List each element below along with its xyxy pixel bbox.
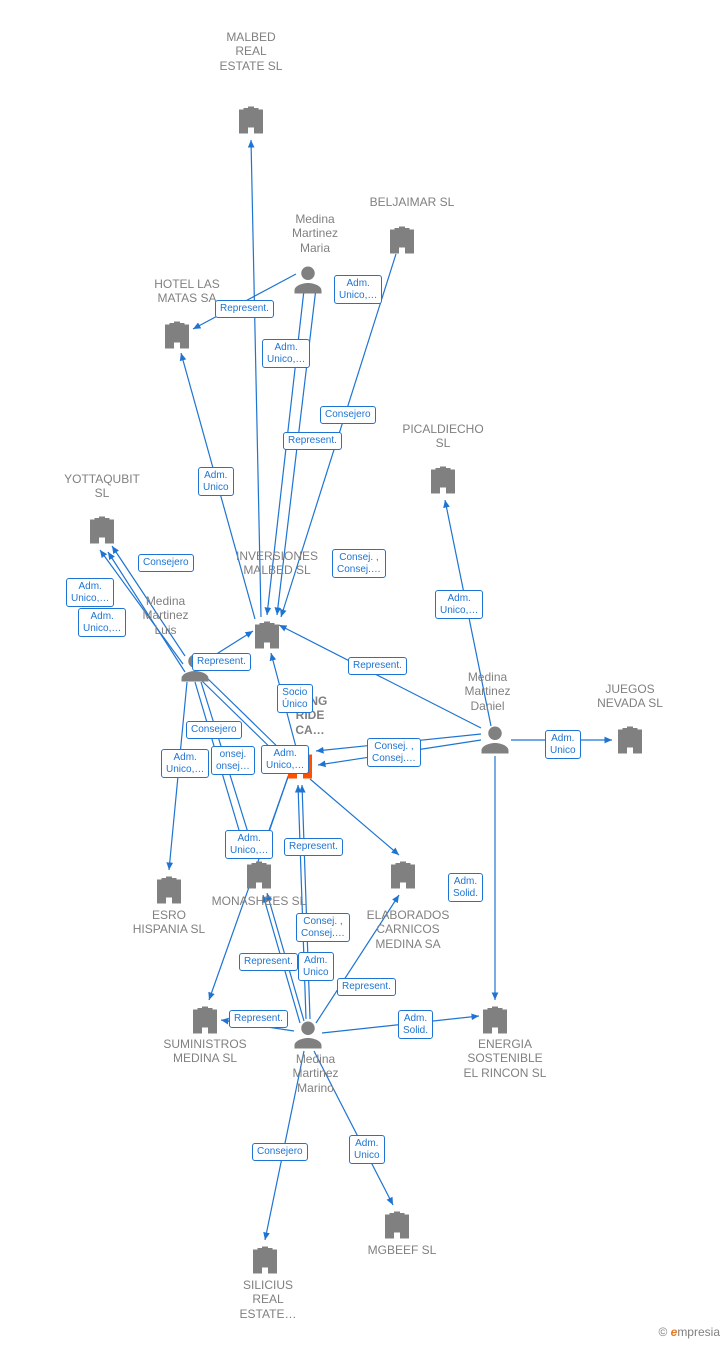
- edge: [316, 895, 399, 1023]
- brand-rest: mpresia: [677, 1325, 720, 1339]
- edge: [181, 353, 255, 619]
- edge: [277, 288, 316, 615]
- edge: [193, 274, 296, 329]
- edge: [100, 550, 183, 664]
- copyright: © empresia: [658, 1325, 720, 1339]
- edge: [279, 625, 481, 728]
- edge: [112, 546, 185, 656]
- edge: [205, 676, 286, 755]
- edge: [195, 682, 247, 857]
- edge: [207, 631, 253, 660]
- edge: [298, 785, 306, 1019]
- edge: [265, 1051, 304, 1240]
- edge: [201, 682, 255, 855]
- edge: [271, 653, 296, 747]
- edge: [316, 734, 481, 751]
- edge: [267, 290, 304, 615]
- edge: [169, 682, 187, 870]
- edge: [251, 140, 261, 617]
- edge: [267, 893, 304, 1021]
- edge: [322, 1016, 479, 1033]
- edge: [221, 1020, 294, 1031]
- edge-layer: [0, 0, 728, 1345]
- edge: [310, 779, 399, 855]
- edge: [108, 552, 185, 672]
- edge: [263, 895, 300, 1023]
- edge: [302, 785, 310, 1019]
- edge: [318, 740, 481, 765]
- edge: [445, 500, 491, 726]
- edge: [314, 1051, 393, 1205]
- copyright-symbol: ©: [658, 1325, 667, 1339]
